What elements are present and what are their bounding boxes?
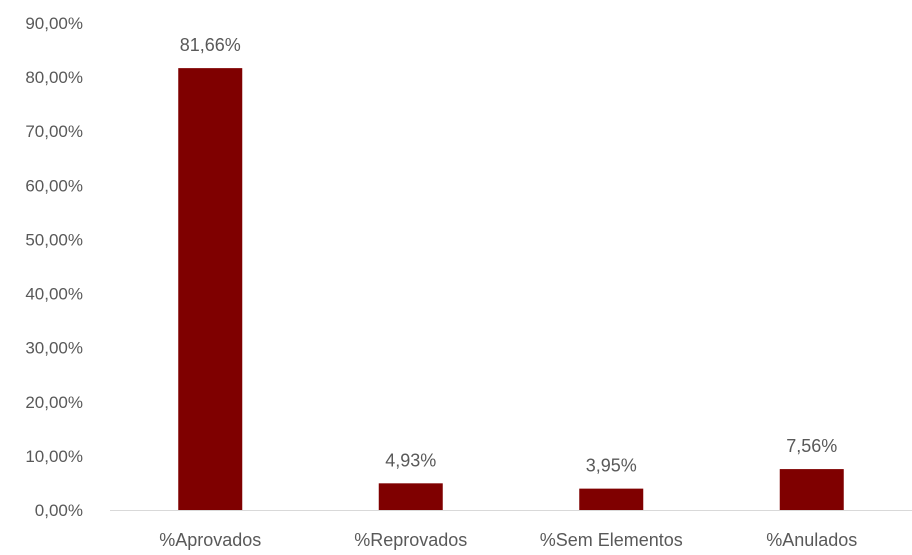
y-tick-label: 10,00% <box>25 447 83 466</box>
y-tick-label: 0,00% <box>35 501 83 520</box>
y-tick-label: 40,00% <box>25 285 83 304</box>
y-tick-label: 80,00% <box>25 68 83 87</box>
x-category-label: %Sem Elementos <box>540 530 683 550</box>
x-category-label: %Reprovados <box>354 530 467 550</box>
y-tick-label: 70,00% <box>25 122 83 141</box>
bar <box>178 68 243 511</box>
bar <box>579 488 644 510</box>
bar <box>779 469 844 510</box>
data-label: 7,56% <box>786 436 837 456</box>
y-tick-label: 90,00% <box>25 14 83 33</box>
y-axis: 0,00% 10,00% 20,00% 30,00% 40,00% 50,00% 60,00… <box>25 14 83 520</box>
x-axis: %Aprovados %Reprovados %Sem Elementos %Anul… <box>159 530 857 550</box>
x-category-label: %Anulados <box>766 530 857 550</box>
data-label: 3,95% <box>586 456 637 476</box>
data-label: 4,93% <box>385 450 436 470</box>
y-tick-label: 20,00% <box>25 393 83 412</box>
data-label: 81,66% <box>180 35 241 55</box>
y-tick-label: 60,00% <box>25 176 83 195</box>
bar <box>378 483 443 510</box>
x-category-label: %Aprovados <box>159 530 261 550</box>
y-tick-label: 30,00% <box>25 339 83 358</box>
bars-group <box>178 68 844 511</box>
data-labels-group: 81,66% 4,93% 3,95% 7,56% <box>180 35 838 475</box>
y-tick-label: 50,00% <box>25 230 83 249</box>
